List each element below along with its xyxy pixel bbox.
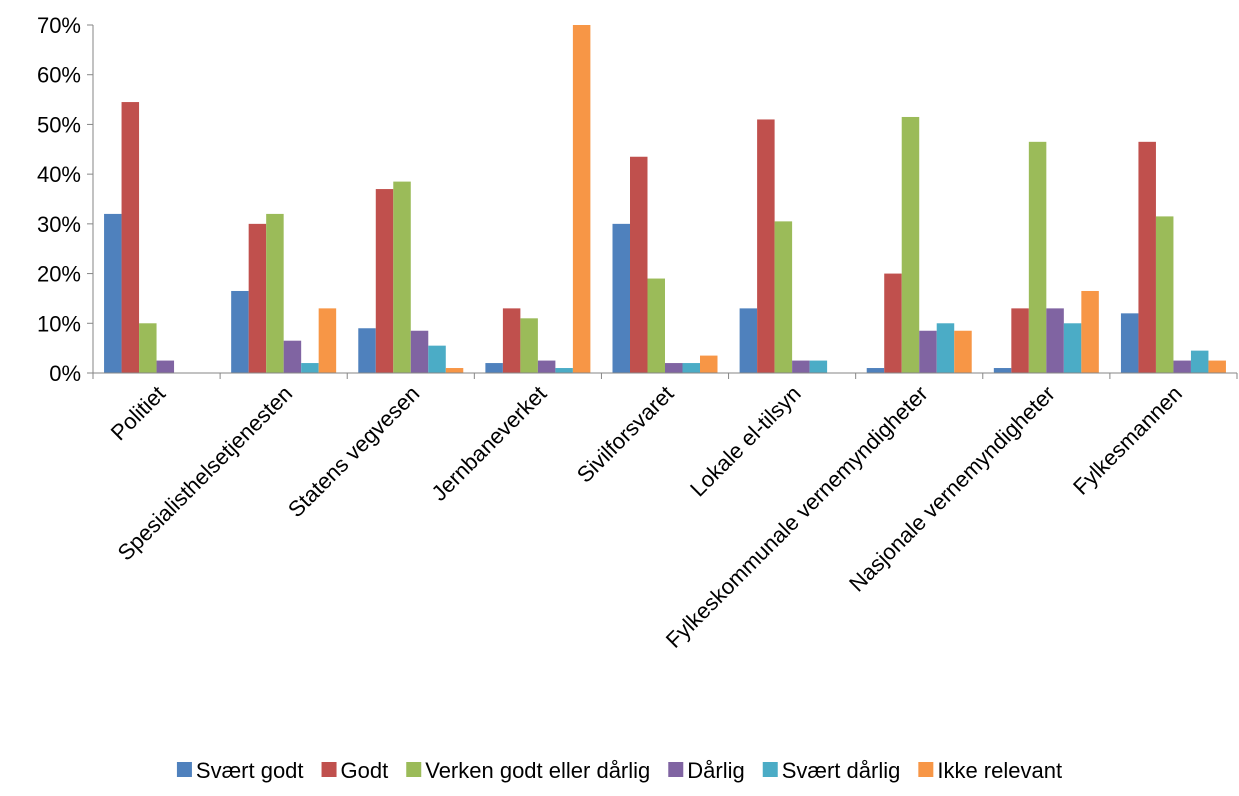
bar — [757, 119, 775, 373]
legend-item: Svært dårlig — [762, 758, 901, 783]
bar — [445, 368, 464, 373]
x-tick-label: Politiet — [106, 381, 170, 445]
bar — [792, 360, 810, 373]
legend-item: Godt — [321, 758, 389, 783]
bar — [104, 213, 122, 373]
bar — [936, 323, 955, 373]
x-tick-label: Sivilforsvaret — [572, 381, 679, 488]
bar — [700, 355, 718, 373]
legend-swatch — [321, 762, 337, 777]
bar — [410, 330, 429, 373]
bar — [572, 25, 591, 373]
bar — [1120, 313, 1139, 373]
bar — [739, 308, 758, 373]
bar — [428, 345, 446, 373]
legend-swatch — [668, 762, 684, 777]
bar — [520, 318, 538, 373]
bar — [665, 363, 683, 373]
bar — [1208, 360, 1226, 373]
bar — [393, 181, 411, 373]
bar — [993, 368, 1012, 373]
bar — [1046, 308, 1064, 373]
legend-item: Svært godt — [176, 758, 304, 783]
x-tick-label: Fylkesmannen — [1068, 381, 1187, 500]
bar — [283, 340, 302, 373]
bars — [104, 25, 1226, 374]
legend-swatch — [176, 762, 192, 777]
legend-item: Verken godt eller dårlig — [406, 758, 650, 783]
legend-label: Svært godt — [196, 758, 304, 783]
bar — [866, 368, 885, 373]
bar — [139, 323, 157, 373]
legend: Svært godt Godt Verken godt eller dårlig Då… — [176, 758, 1062, 783]
legend-item: Ikke relevant — [918, 758, 1062, 783]
bar — [1028, 141, 1047, 373]
y-tick-label: 60% — [37, 63, 81, 88]
legend-label: Dårlig — [687, 758, 744, 783]
bar — [301, 363, 319, 373]
bar — [1173, 360, 1191, 373]
bar — [809, 360, 828, 373]
bar — [1081, 290, 1099, 373]
bar — [555, 368, 573, 373]
x-tick-label: Jernbaneverket — [427, 381, 552, 506]
bar — [1063, 323, 1082, 373]
bar — [884, 273, 902, 373]
legend-label: Svært dårlig — [782, 758, 901, 783]
bar — [318, 308, 337, 373]
legend-swatch — [406, 762, 422, 777]
bar — [502, 308, 521, 373]
y-tick-label: 10% — [37, 311, 81, 336]
legend-item: Dårlig — [668, 758, 745, 783]
bar — [266, 213, 284, 373]
legend-swatch — [918, 762, 934, 777]
bar — [1138, 141, 1156, 373]
bar — [1155, 216, 1174, 373]
y-tick-label: 70% — [37, 13, 81, 38]
bar — [612, 223, 630, 373]
bar — [630, 156, 648, 373]
x-tick-label: Statens vegvesen — [283, 381, 424, 522]
legend-label: Verken godt eller dårlig — [425, 758, 650, 783]
bar — [537, 360, 556, 373]
bar — [774, 221, 793, 373]
y-tick-label: 20% — [37, 262, 81, 287]
bar — [901, 116, 920, 373]
x-axis: PolitietSpesialisthelsetjenestenStatens … — [92, 372, 1238, 653]
y-tick-label: 50% — [37, 112, 81, 137]
bar — [954, 330, 972, 373]
bar — [248, 223, 267, 373]
bar — [121, 102, 140, 374]
legend-label: Godt — [341, 758, 389, 783]
x-tick-label: Nasjonale vernemyndigheter — [844, 381, 1060, 597]
legend-label: Ikke relevant — [937, 758, 1062, 783]
y-tick-label: 0% — [49, 361, 81, 386]
y-tick-label: 40% — [37, 162, 81, 187]
bar — [1190, 350, 1209, 373]
legend-swatch — [762, 762, 778, 777]
bar — [375, 189, 394, 373]
y-axis: 0% 10% 20% 30% 40% 50% 60% 70% — [37, 13, 94, 386]
bar — [682, 363, 700, 373]
bar — [231, 290, 249, 373]
bar — [156, 360, 175, 373]
x-tick-label: Lokale el-tilsyn — [685, 381, 806, 502]
bar — [647, 278, 665, 373]
bar — [1011, 308, 1029, 373]
bar — [485, 363, 503, 373]
bar — [919, 330, 937, 373]
bar — [358, 328, 376, 373]
y-tick-label: 30% — [37, 212, 81, 237]
x-tick-label: Fylkeskommunale vernemyndigheter — [661, 381, 933, 653]
